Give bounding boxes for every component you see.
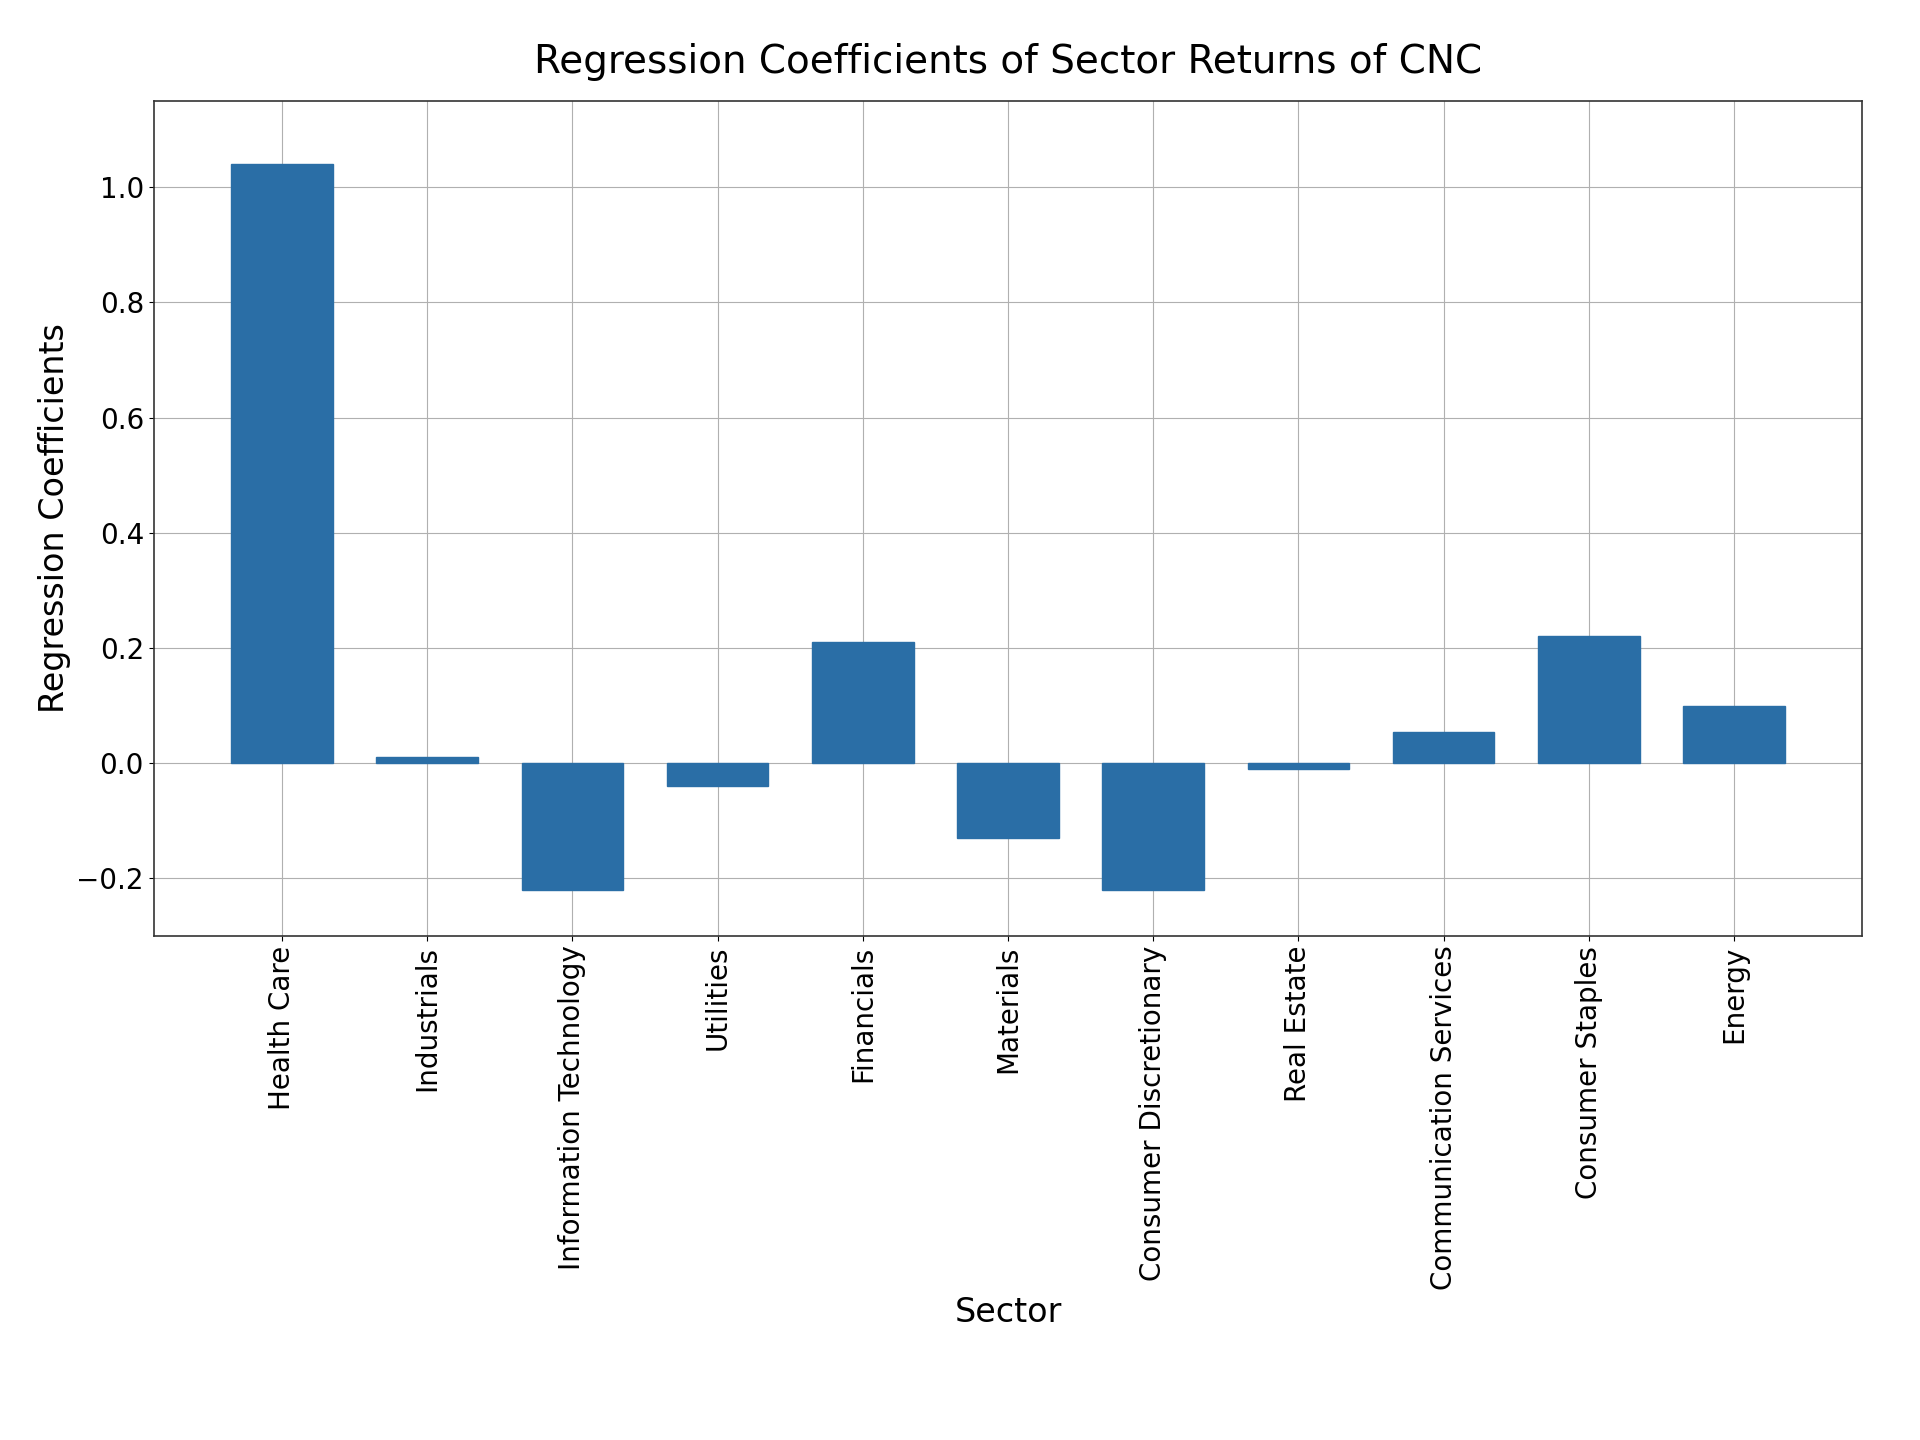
X-axis label: Sector: Sector	[954, 1296, 1062, 1329]
Bar	[666, 763, 768, 786]
Bar	[1684, 706, 1786, 763]
Bar	[230, 164, 332, 763]
Bar	[1392, 732, 1494, 763]
Bar	[958, 763, 1058, 838]
Y-axis label: Regression Coefficients: Regression Coefficients	[38, 324, 71, 713]
Bar	[522, 763, 624, 890]
Bar	[812, 642, 914, 763]
Bar	[1248, 763, 1350, 769]
Bar	[1538, 636, 1640, 763]
Bar	[1102, 763, 1204, 890]
Title: Regression Coefficients of Sector Returns of CNC: Regression Coefficients of Sector Return…	[534, 43, 1482, 81]
Bar	[376, 757, 478, 763]
